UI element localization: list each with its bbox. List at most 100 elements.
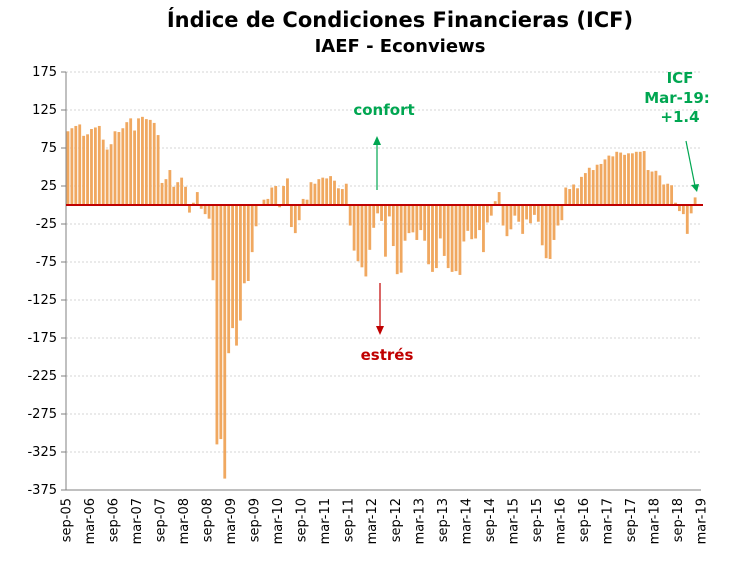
bar — [191, 202, 195, 205]
bar — [474, 205, 478, 239]
y-tick-label: -125 — [27, 293, 57, 308]
y-tick-label: -375 — [27, 483, 57, 498]
bar — [70, 128, 74, 205]
x-tick-label: mar-07 — [130, 498, 145, 544]
chart-subtitle: IAEF - Econviews — [315, 36, 486, 57]
bar — [113, 131, 117, 205]
bar — [380, 205, 383, 221]
x-axis — [65, 72, 703, 491]
bar — [211, 205, 215, 281]
bar — [556, 205, 560, 226]
x-tick-label: sep-09 — [248, 498, 263, 542]
bar — [642, 151, 646, 205]
bar — [544, 205, 548, 259]
bar — [580, 176, 583, 205]
bar — [125, 122, 129, 205]
bar — [685, 205, 689, 234]
bar — [678, 205, 681, 212]
bar — [466, 205, 470, 231]
bar — [572, 184, 576, 205]
bar — [301, 198, 305, 205]
bar — [286, 178, 289, 205]
bar — [505, 205, 509, 237]
bar — [168, 170, 172, 205]
bar — [525, 205, 528, 220]
y-tick-label: -25 — [36, 217, 57, 232]
x-tick-label: sep-10 — [295, 498, 310, 542]
bar — [160, 182, 164, 205]
x-tick-label: sep-06 — [107, 498, 122, 542]
bar — [595, 164, 599, 205]
y-tick-label: -225 — [27, 369, 57, 384]
bar — [372, 205, 376, 228]
bar — [109, 144, 113, 205]
bar — [458, 205, 462, 275]
bar — [478, 205, 481, 231]
bar — [207, 205, 211, 219]
bar — [282, 186, 285, 205]
bar — [309, 182, 313, 205]
bar — [662, 184, 666, 205]
bar — [591, 170, 595, 205]
bar — [215, 205, 219, 445]
y-tick-label: 75 — [40, 141, 57, 156]
bar — [576, 188, 579, 205]
bar — [497, 192, 501, 205]
bar — [333, 180, 336, 205]
bar — [235, 205, 238, 346]
x-tick-label: sep-16 — [577, 498, 592, 542]
bar — [470, 205, 474, 240]
y-tick-label: 125 — [32, 103, 57, 118]
bar — [411, 205, 415, 233]
y-tick-label: -175 — [27, 331, 57, 346]
bar — [188, 205, 191, 213]
bar — [278, 205, 282, 208]
bar — [344, 183, 348, 205]
bar — [509, 205, 513, 230]
icf-callout-line1: ICF — [667, 69, 694, 87]
bar — [583, 173, 587, 205]
bar — [670, 185, 674, 205]
bar — [223, 205, 227, 479]
bar — [250, 205, 254, 253]
bar — [348, 205, 352, 226]
bar — [340, 189, 344, 205]
bar — [78, 124, 82, 205]
bar — [419, 205, 423, 231]
bar — [454, 205, 458, 272]
bar — [180, 177, 184, 205]
bar — [93, 127, 97, 205]
x-tick-label: mar-13 — [412, 498, 427, 544]
bar — [666, 183, 670, 205]
bar — [266, 198, 270, 205]
bar — [384, 205, 387, 257]
x-tick-label: mar-15 — [506, 498, 521, 544]
bar — [313, 183, 317, 205]
bar — [172, 186, 176, 205]
bar — [86, 134, 89, 205]
icf-callout-arrow — [685, 140, 699, 192]
bar — [293, 205, 297, 234]
bar — [442, 205, 446, 256]
bar — [489, 205, 493, 216]
x-tick-label: mar-08 — [177, 498, 192, 544]
bar — [90, 129, 93, 205]
bar — [66, 131, 70, 205]
bar — [360, 205, 364, 268]
bar — [144, 119, 148, 205]
y-tick-label: 25 — [40, 179, 57, 194]
bar — [693, 197, 697, 205]
bar — [450, 205, 454, 272]
bar — [203, 205, 207, 215]
estres-label: estrés — [361, 346, 414, 364]
bar — [548, 205, 552, 259]
x-tick-label: mar-18 — [647, 498, 662, 544]
bar — [227, 205, 231, 354]
bar — [587, 167, 591, 205]
bar — [129, 118, 133, 205]
icf-callout-line2: Mar-19: — [644, 89, 710, 107]
bar — [395, 205, 399, 275]
bar — [552, 205, 556, 240]
x-axis-ticks: sep-05 mar-06 sep-06 mar-07 sep-07 mar-08 sep-… — [60, 498, 710, 544]
bar — [517, 205, 521, 222]
